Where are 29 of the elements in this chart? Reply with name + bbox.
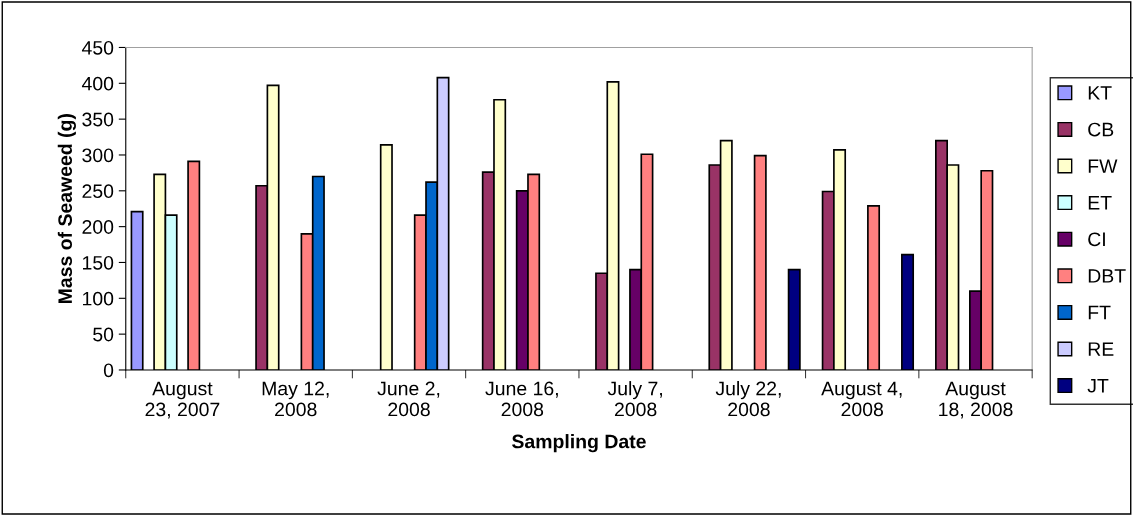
legend-label: ET <box>1088 196 1112 210</box>
legend-label: RE <box>1088 342 1114 356</box>
legend-label: DBT <box>1088 269 1126 283</box>
x-tick-label: May 12, 2008 <box>262 381 329 417</box>
y-tick-label: 50 <box>93 327 114 342</box>
x-tick-label: July 7, 2008 <box>607 381 662 417</box>
y-tick-label: 400 <box>81 76 114 91</box>
legend-label: JT <box>1087 379 1109 393</box>
x-tick-label: July 22, 2008 <box>715 381 781 417</box>
legend-label: FT <box>1088 305 1111 320</box>
y-tick-label: 150 <box>83 255 114 270</box>
x-tick-label: August 18, 2008 <box>939 381 1013 419</box>
x-tick-label: June 16, 2008 <box>485 381 558 417</box>
y-tick-label: 350 <box>82 112 114 127</box>
y-tick-label: 250 <box>82 184 114 199</box>
y-tick-label: 300 <box>82 148 114 163</box>
x-tick-label: June 2, 2008 <box>377 381 440 417</box>
legend-label: KT <box>1088 86 1112 100</box>
x-tick-label: August 23, 2007 <box>145 381 220 419</box>
x-tick-label: August 4, 2008 <box>821 381 902 417</box>
x-axis-title: Sampling Date <box>512 434 646 453</box>
legend-label: CI <box>1088 232 1105 247</box>
y-tick-label: 0 <box>103 363 114 378</box>
y-tick-label: 200 <box>82 220 114 234</box>
legend-label: CB <box>1088 122 1114 137</box>
y-tick-label: 100 <box>83 291 114 306</box>
y-tick-label: 450 <box>81 40 114 55</box>
legend-label: FW <box>1088 159 1118 173</box>
y-axis-title: Mass of Seaweed (g) <box>57 114 76 304</box>
